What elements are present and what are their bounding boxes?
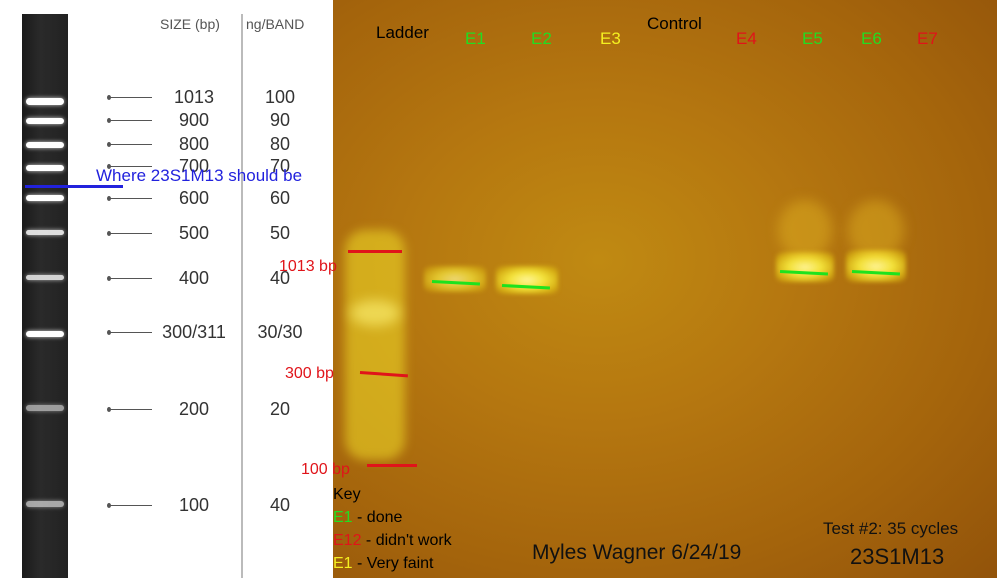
ladder-band — [26, 142, 64, 148]
key-code: E12 — [333, 532, 362, 549]
size-label: 300/311 — [162, 322, 226, 342]
column-divider — [241, 14, 243, 578]
author-date: Myles Wagner 6/24/19 — [532, 541, 742, 564]
ng-label: 100 — [264, 87, 296, 107]
size-label: 200 — [178, 399, 210, 419]
size-label: 700 — [178, 156, 210, 176]
size-tick — [107, 95, 152, 100]
size-label: 800 — [178, 134, 210, 154]
marker-100-label: 100 bp — [301, 461, 350, 478]
size-label: 500 — [178, 223, 210, 243]
ng-label: 50 — [269, 223, 291, 243]
ng-label: 90 — [269, 110, 291, 130]
lane-label-e3: E3 — [600, 29, 621, 48]
ladder-reference-image: SIZE (bp) ng/BAND 1013 900 800 700 600 5… — [0, 0, 333, 578]
key-code: E1 — [333, 555, 353, 572]
band-e5 — [776, 252, 834, 282]
marker-300-label: 300 bp — [285, 365, 334, 382]
ladder-band — [26, 195, 64, 201]
size-tick — [107, 330, 152, 335]
size-tick — [107, 196, 152, 201]
size-tick — [107, 118, 152, 123]
ng-label: 40 — [269, 268, 291, 288]
band-e1 — [424, 266, 486, 292]
ladder-lane-band — [350, 300, 400, 326]
ng-label: 70 — [269, 156, 291, 176]
size-tick — [107, 142, 152, 147]
ladder-band — [26, 275, 64, 280]
lane-label-e1: E1 — [465, 29, 486, 48]
key-desc: - Very faint — [352, 555, 434, 572]
marker-1013-label: 1013 bp — [279, 258, 337, 275]
size-tick — [107, 164, 152, 169]
lane-label-ladder: Ladder — [376, 23, 429, 42]
marker-100-line — [367, 464, 417, 467]
ladder-band — [26, 165, 64, 171]
key-desc: - done — [352, 509, 403, 526]
ladder-band — [26, 501, 64, 507]
size-tick — [107, 503, 152, 508]
size-tick — [107, 231, 152, 236]
test-info: Test #2: 35 cycles — [823, 519, 959, 538]
size-label: 600 — [178, 188, 210, 208]
size-label: 100 — [178, 495, 210, 515]
lane-label-e2: E2 — [531, 29, 552, 48]
ng-label: 30/30 — [257, 322, 303, 342]
lane-label-e5: E5 — [802, 29, 823, 48]
key-desc: - didn't work — [361, 532, 452, 549]
key-item-failed: E12 - didn't work — [333, 532, 452, 550]
ladder-lane-smear — [345, 230, 405, 460]
lane-label-e7: E7 — [917, 29, 938, 48]
ng-header: ng/BAND — [246, 16, 305, 32]
size-header: SIZE (bp) — [160, 16, 220, 32]
ladder-band — [26, 405, 64, 411]
expected-position-note: Where 23S1M13 should be — [96, 166, 303, 185]
ng-label: 40 — [269, 495, 291, 515]
lane-label-control: Control — [647, 14, 702, 33]
key-item-done: E1 - done — [333, 509, 402, 527]
ng-label: 20 — [269, 399, 291, 419]
marker-1013-line — [348, 250, 402, 253]
ladder-gel-strip — [22, 14, 68, 578]
e6-smear — [848, 200, 904, 260]
band-e6 — [846, 250, 906, 282]
size-label: 400 — [178, 268, 210, 288]
ng-label: 60 — [269, 188, 291, 208]
ladder-band — [26, 230, 64, 235]
ladder-band — [26, 331, 64, 337]
size-tick — [107, 276, 152, 281]
sample-name: 23S1M13 — [850, 544, 945, 569]
key-item-faint: E1 - Very faint — [333, 555, 434, 573]
ng-label: 80 — [269, 134, 291, 154]
size-tick — [107, 407, 152, 412]
band-e2 — [496, 266, 558, 294]
key-title: Key — [333, 486, 361, 503]
key-code: E1 — [333, 509, 353, 526]
ladder-band — [26, 98, 64, 105]
ladder-band — [26, 118, 64, 124]
e5-smear — [778, 200, 832, 260]
lane-label-e4: E4 — [736, 29, 757, 48]
lane-label-e6: E6 — [861, 29, 882, 48]
size-label: 1013 — [173, 87, 215, 107]
size-label: 900 — [178, 110, 210, 130]
expected-position-line — [25, 185, 123, 188]
